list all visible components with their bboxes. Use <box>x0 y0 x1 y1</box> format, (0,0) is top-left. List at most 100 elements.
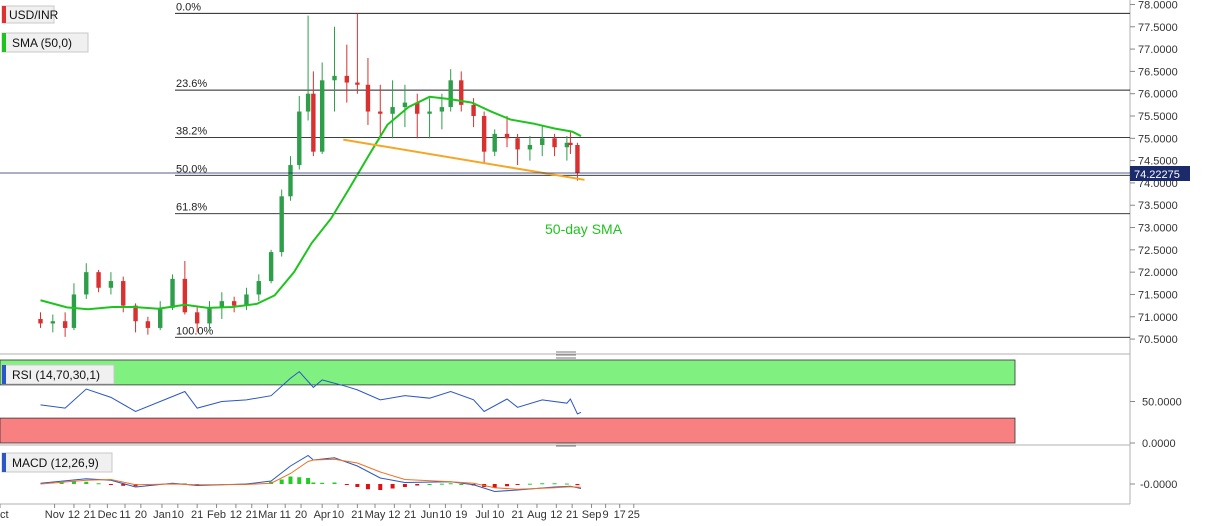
rsi-zones: 50.0000 0.0000 <box>0 359 1182 450</box>
candle <box>231 296 237 313</box>
candle <box>84 263 89 299</box>
macd-layer: -0.0000 <box>40 454 1177 493</box>
fib-level-label: 61.8% <box>176 202 207 214</box>
candle <box>71 283 77 331</box>
candle-body <box>305 93 311 112</box>
candle <box>365 58 371 125</box>
date-tick-label: 20 <box>135 509 147 521</box>
macd-histogram-bar <box>332 482 337 484</box>
candle <box>158 301 163 331</box>
date-tick-label: 17 <box>614 509 626 521</box>
candle <box>332 26 337 112</box>
current-price-badge: 74.22275 <box>0 166 1190 181</box>
macd-histogram-bar <box>415 484 420 486</box>
panel-resize-handle[interactable] <box>556 351 576 359</box>
date-tick-label: 12 <box>230 509 242 521</box>
fib-level-label: 38.2% <box>176 125 207 137</box>
candle-body <box>145 321 151 328</box>
candle-body <box>448 80 453 108</box>
candle-body <box>121 281 126 306</box>
candle-body <box>244 294 249 306</box>
candle <box>575 142 580 181</box>
candle-body <box>481 116 487 152</box>
price-tick-label: 77.5000 <box>1138 22 1178 34</box>
candle-body <box>256 281 261 295</box>
symbol-legend[interactable]: USD/INR <box>1 5 59 24</box>
rsi-layer <box>40 370 582 415</box>
price-tick-label: 77.0000 <box>1138 44 1178 56</box>
macd-histogram-bar <box>540 483 545 485</box>
candle <box>145 316 151 335</box>
price-tick-label: 72.0000 <box>1138 267 1178 279</box>
sma-layer <box>40 95 582 311</box>
rsi-line <box>40 370 582 415</box>
macd-histogram-bar <box>459 484 464 485</box>
macd-histogram-bar <box>279 479 284 484</box>
date-tick-label: 21 <box>84 509 96 521</box>
macd-histogram-bar <box>96 483 101 485</box>
candle <box>527 136 533 161</box>
symbol-label: USD/INR <box>9 8 59 22</box>
fibonacci-levels: 0.0% 23.6% 38.2% 50.0% 61.8% 100.0% <box>175 1 1130 338</box>
date-tick-label: May <box>365 509 386 521</box>
candle-body <box>564 142 570 148</box>
date-tick-label: 12 <box>68 509 80 521</box>
candle-body <box>378 111 383 114</box>
date-tick-label: Nov <box>45 509 65 521</box>
macd-histogram-bar <box>515 484 520 485</box>
candle <box>439 93 445 130</box>
sma-legend[interactable]: SMA (50,0) <box>1 32 89 53</box>
price-tick-label: 70.5000 <box>1138 334 1178 346</box>
candle <box>207 301 212 331</box>
price-tick-label: 73.5000 <box>1138 200 1178 212</box>
macd-histogram-bar <box>505 484 510 487</box>
candle <box>427 98 432 139</box>
candle <box>297 95 302 170</box>
candle-body <box>288 165 293 197</box>
date-tick-label: 21 <box>191 509 203 521</box>
candle-body <box>319 80 325 152</box>
macd-histogram-bar <box>355 484 360 487</box>
current-price-label: 74.22275 <box>1134 169 1180 181</box>
macd-legend[interactable]: MACD (12,26,9) <box>1 452 113 473</box>
candle <box>564 136 570 161</box>
candle-body <box>390 107 395 114</box>
candle <box>133 303 138 333</box>
candle-body <box>439 107 445 112</box>
fib-level-label: 50.0% <box>176 163 207 175</box>
candle-body <box>471 104 476 116</box>
candle-body <box>504 133 510 139</box>
candle-body <box>62 321 68 328</box>
sma-50-line <box>40 95 582 311</box>
candle <box>96 269 101 293</box>
macd-histogram-bar <box>297 477 302 484</box>
macd-tick-label: -0.0000 <box>1140 479 1177 491</box>
candle-body <box>170 278 175 308</box>
candle <box>288 156 293 201</box>
candle-body <box>355 82 360 85</box>
candle <box>568 131 573 154</box>
price-tick-label: 75.0000 <box>1138 133 1178 145</box>
rsi-legend-label: RSI (14,70,30,1) <box>12 368 100 382</box>
candle-body <box>231 301 237 306</box>
macd-histogram-bar <box>427 484 432 485</box>
candle-body <box>133 305 138 322</box>
price-axis: 78.0000 77.5000 77.0000 76.5000 76.0000 75.50… <box>1130 0 1178 346</box>
candle <box>108 272 114 295</box>
macd-histogram-bar <box>552 483 557 485</box>
candle <box>256 274 261 302</box>
candle-body <box>96 272 101 288</box>
date-tick-label: 21 <box>246 509 258 521</box>
candle <box>481 111 487 163</box>
candle <box>344 44 350 103</box>
date-tick-label: 11 <box>279 509 290 521</box>
macd-histogram-bar <box>311 482 316 484</box>
sma-annotation: 50-day SMA <box>545 221 623 237</box>
macd-histogram-bar <box>344 484 349 485</box>
candle-body <box>365 84 371 112</box>
date-tick-label: Apr <box>314 509 331 521</box>
candle-body <box>344 75 350 83</box>
rsi-legend[interactable]: RSI (14,70,30,1) <box>1 364 115 385</box>
macd-histogram-bar <box>402 484 407 487</box>
candle-body <box>158 307 163 328</box>
